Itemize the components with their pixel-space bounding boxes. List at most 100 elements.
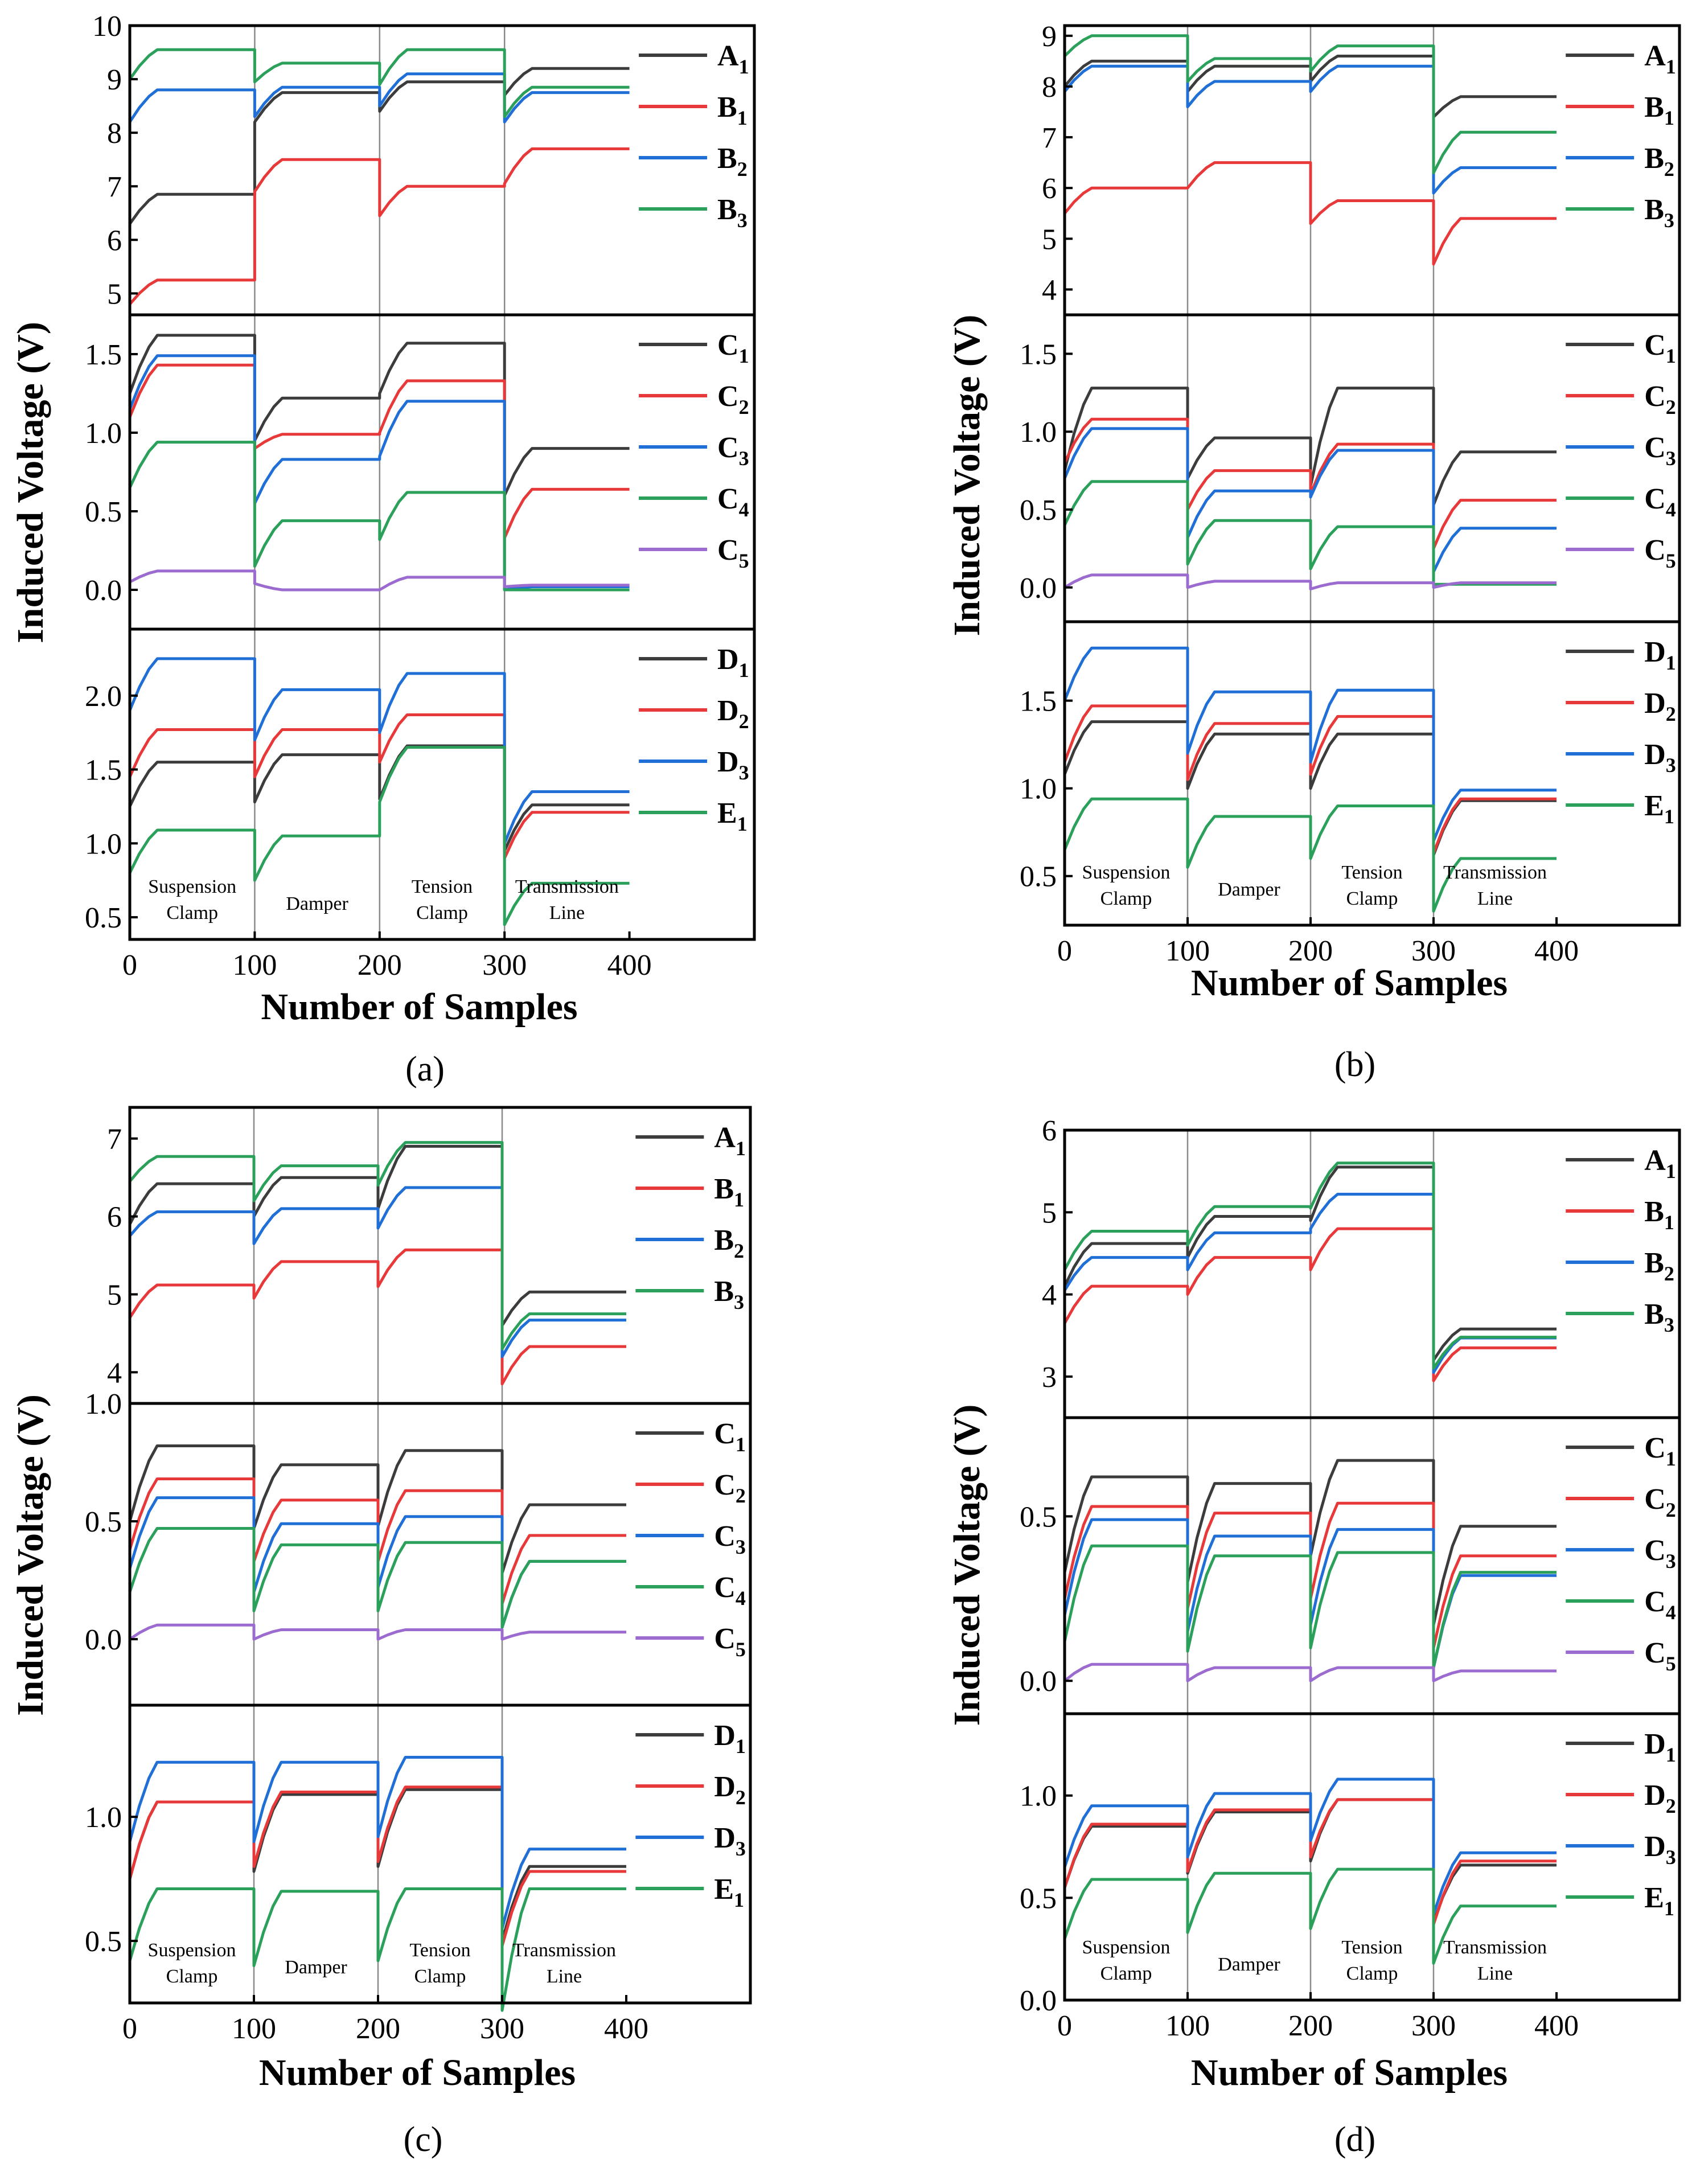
- y-tick-label: 5: [107, 1279, 122, 1311]
- x-axis-title: Number of Samples: [1191, 962, 1508, 1004]
- legend-label: B3: [714, 1275, 744, 1313]
- subplot-frame: [128, 24, 756, 317]
- legend-item-C1: C1: [1566, 1432, 1676, 1470]
- subplot-frame: [1063, 1712, 1681, 2002]
- series-line-B2: [128, 72, 630, 124]
- legend-label: B1: [717, 91, 748, 129]
- legend-label: D1: [1644, 636, 1676, 674]
- subplot-2: 0.0 0.5 1.0 C1 C2 C3 C4 C5: [85, 1388, 752, 1707]
- series-line-D3: [128, 657, 630, 845]
- subplot-2: 0.0 0.5 1.0 1.5 C1 C2 C3 C4 C5: [85, 313, 756, 631]
- legend-label: E1: [717, 797, 748, 835]
- y-tick-label: 7: [107, 171, 122, 203]
- x-axis-title: Number of Samples: [259, 2052, 576, 2093]
- legend-item-D1: D1: [1566, 636, 1676, 674]
- y-tick-label: 0.0: [1020, 1665, 1057, 1698]
- region-label: Transmission Line: [1443, 862, 1547, 909]
- y-tick-label: 8: [107, 117, 122, 150]
- x-tick-label: 400: [607, 949, 652, 982]
- x-tick-label: 0: [1057, 2010, 1072, 2042]
- x-tick-label: 400: [1534, 2010, 1579, 2042]
- legend-label: B3: [1644, 1298, 1674, 1336]
- legend-item-D1: D1: [639, 643, 749, 682]
- legend-label: B1: [1644, 91, 1674, 129]
- y-axis-title: Induced Voltage (V): [946, 1405, 988, 1726]
- region-label: Damper: [1218, 1954, 1280, 1975]
- y-tick-label: 7: [1042, 122, 1057, 154]
- series-line-B1: [129, 147, 630, 305]
- panel-a: 5 6 7 8 9 10 A1 B1 B2 B3 0.0 0.5 1.0 1.5 C1 C2 C3 C4 C5 0.5…: [10, 10, 756, 1089]
- legend-label: D2: [714, 1771, 746, 1809]
- legend-item-D3: D3: [635, 1822, 746, 1860]
- legend-label: C1: [1644, 329, 1676, 367]
- legend-item-C2: C2: [1566, 1483, 1676, 1521]
- legend-label: A1: [1644, 40, 1676, 78]
- x-tick-label: 200: [356, 2013, 400, 2045]
- panel-caption: (c): [404, 2120, 443, 2159]
- legend-label: C1: [714, 1418, 746, 1456]
- legend-label: D1: [717, 643, 749, 682]
- y-tick-label: 6: [1042, 173, 1057, 205]
- legend-item-C3: C3: [1566, 1534, 1676, 1573]
- series-line-C2: [1063, 417, 1557, 550]
- region-label: Damper: [286, 893, 348, 914]
- legend-item-B1: B1: [1566, 1196, 1674, 1234]
- series-line-B2: [1063, 1193, 1557, 1374]
- legend-item-E1: E1: [639, 797, 748, 835]
- y-tick-label: 9: [107, 64, 122, 96]
- series-line-D2: [128, 713, 630, 860]
- series-line-C4: [128, 441, 630, 592]
- legend-item-B1: B1: [635, 1173, 744, 1211]
- x-axis-title: Number of Samples: [261, 986, 577, 1028]
- subplot-3: 0.5 1.0 D1 D2 D3 E1: [85, 1703, 752, 2012]
- series-line-D1: [128, 744, 630, 852]
- subplot-frame: [128, 1703, 752, 2005]
- y-tick-label: 0.5: [85, 1506, 122, 1538]
- y-tick-label: 1.5: [1020, 338, 1057, 371]
- legend-item-A1: A1: [1566, 40, 1676, 78]
- legend-item-C5: C5: [639, 534, 749, 572]
- region-label: Damper: [1218, 879, 1280, 900]
- subplot-frame: [1063, 24, 1681, 317]
- legend-item-C3: C3: [1566, 432, 1676, 470]
- y-tick-label: 2.0: [85, 680, 122, 713]
- series-line-D3: [128, 1756, 626, 1930]
- x-tick-label: 300: [480, 2013, 524, 2045]
- legend-item-B3: B3: [639, 194, 748, 232]
- legend-label: B2: [1644, 142, 1674, 180]
- series-line-C1: [128, 1444, 626, 1575]
- legend-label: E1: [1644, 1882, 1674, 1920]
- region-label: Damper: [285, 1957, 347, 1978]
- legend-item-C4: C4: [1566, 483, 1676, 521]
- legend-item-C5: C5: [1566, 1637, 1676, 1675]
- series-line-B1: [128, 1248, 626, 1386]
- panel-caption: (b): [1334, 1045, 1375, 1084]
- legend-item-D3: D3: [1566, 738, 1676, 777]
- legend-item-B1: B1: [1566, 91, 1674, 129]
- y-tick-label: 1.5: [85, 754, 122, 787]
- legend-label: D2: [1644, 1779, 1676, 1817]
- x-tick-label: 100: [1165, 935, 1210, 967]
- region-label: Transmission Line: [1443, 1937, 1547, 1984]
- legend-label: C1: [717, 329, 749, 367]
- y-axis-title: Induced Voltage (V): [10, 1394, 51, 1716]
- region-label: Transmission Line: [512, 1940, 616, 1987]
- x-tick-label: 400: [1534, 935, 1579, 967]
- legend-item-D3: D3: [1566, 1830, 1676, 1869]
- legend-item-B2: B2: [1566, 142, 1674, 180]
- x-tick-label: 0: [1057, 935, 1072, 967]
- panel-d: 3 4 5 6 A1 B1 B2 B3 0.0 0.5 C1 C2 C3 C4 C5 0.0 0.5 1.0 D1 D…: [946, 1115, 1681, 2159]
- series-line-B2: [1063, 64, 1557, 195]
- legend-item-D2: D2: [635, 1771, 746, 1809]
- y-tick-label: 10: [92, 10, 122, 43]
- subplot-2: 0.0 0.5 C1 C2 C3 C4 C5: [1020, 1416, 1681, 1715]
- x-tick-label: 0: [122, 949, 137, 982]
- legend-item-E1: E1: [1566, 790, 1674, 828]
- region-label: Suspension Clamp: [1082, 1937, 1171, 1984]
- series-line-B3: [1063, 34, 1557, 174]
- legend-label: C2: [717, 380, 749, 418]
- series-line-C4: [1063, 1544, 1557, 1669]
- subplot-2: 0.0 0.5 1.0 1.5 C1 C2 C3 C4 C5: [1020, 313, 1681, 623]
- legend-label: C3: [717, 432, 749, 470]
- y-axis-title: Induced Voltage (V): [10, 322, 51, 643]
